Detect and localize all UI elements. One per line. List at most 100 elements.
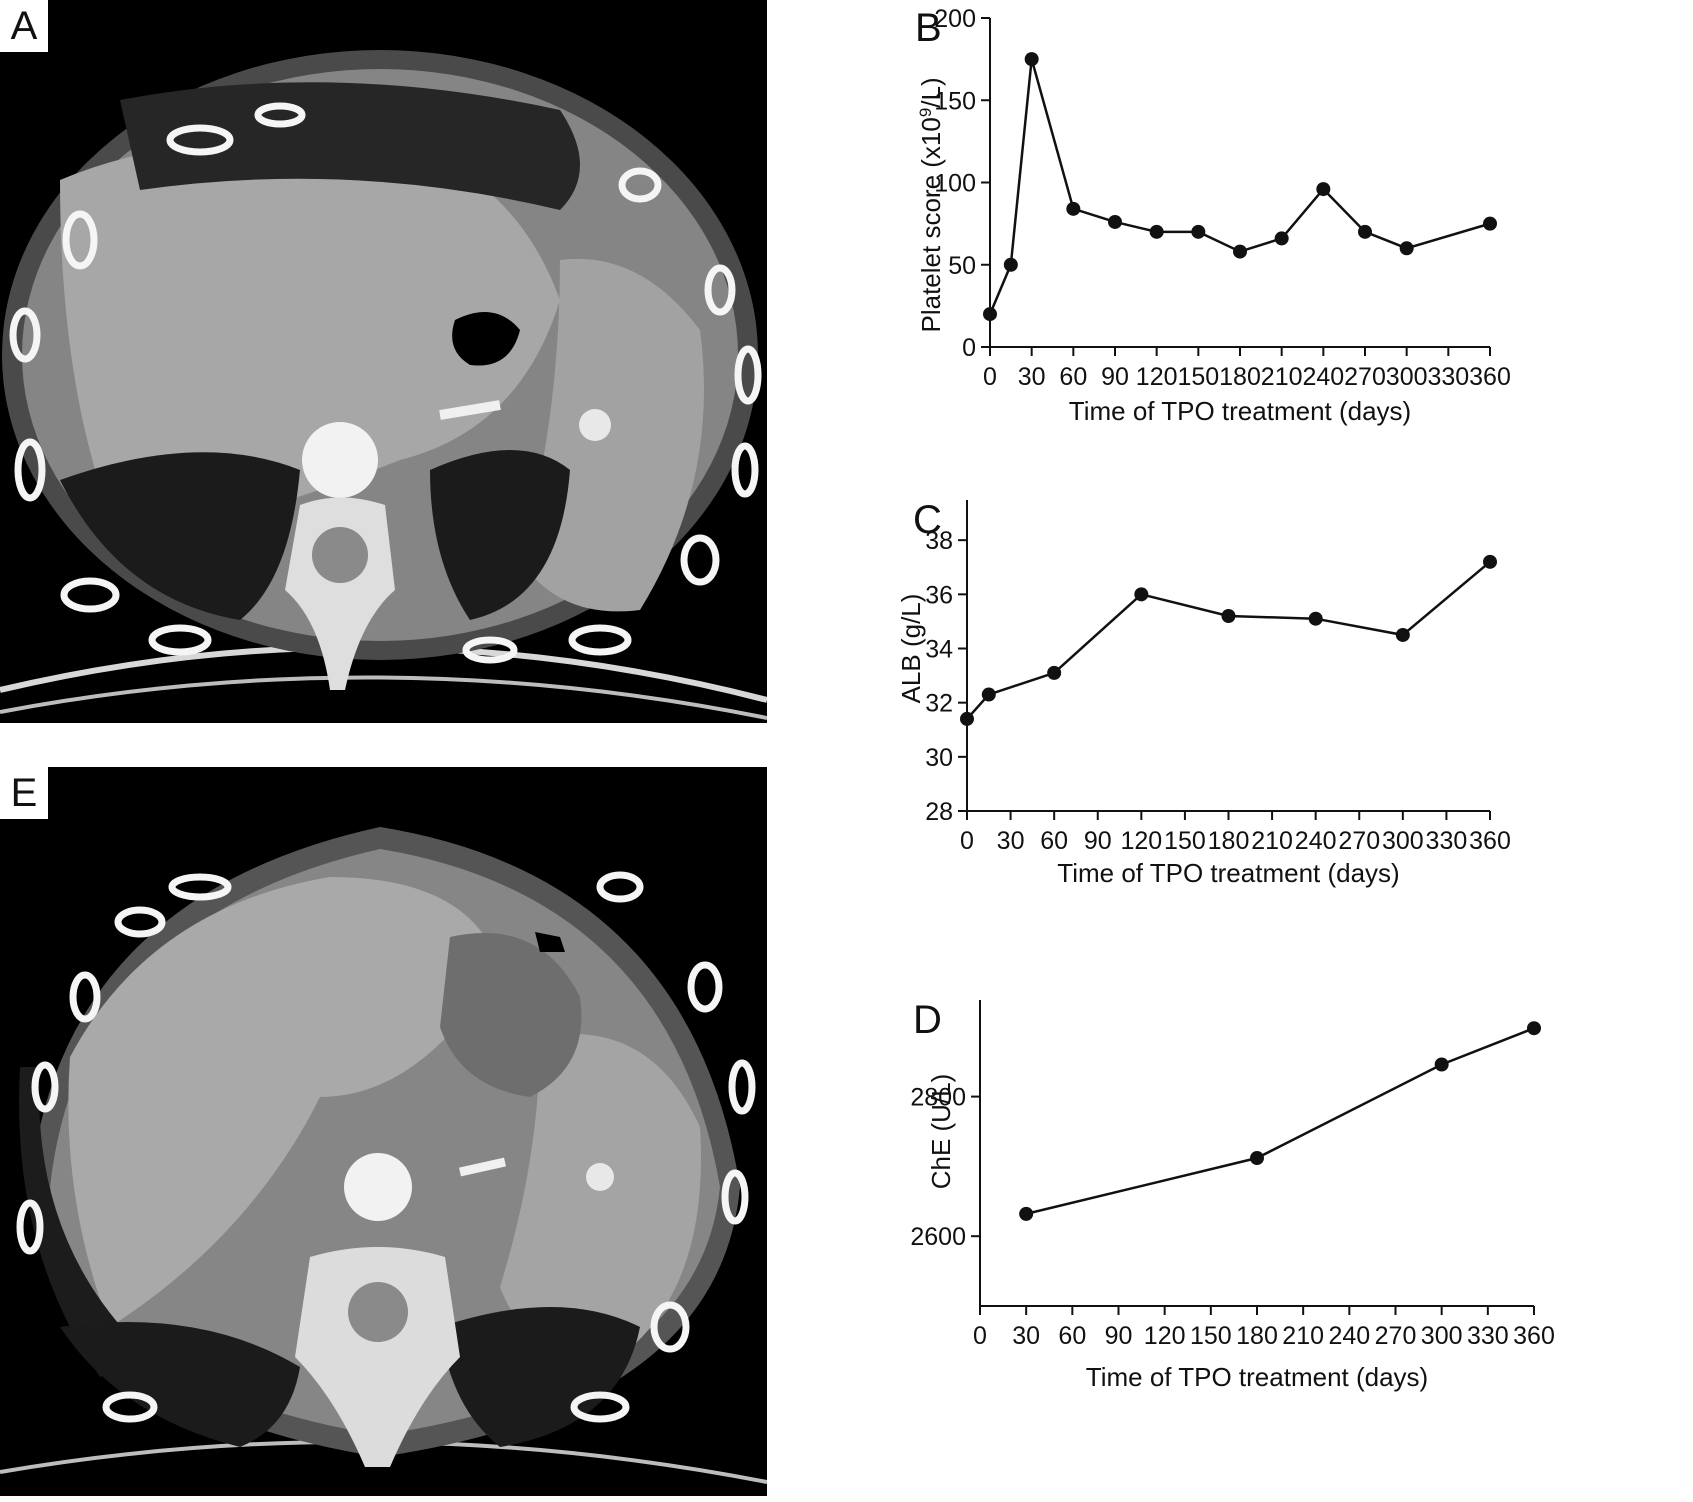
panel-label-e: E bbox=[0, 767, 48, 819]
x-tick-label: 0 bbox=[973, 1322, 987, 1350]
ct-image-a: A bbox=[0, 0, 767, 723]
x-tick-label: 60 bbox=[1040, 827, 1068, 855]
data-point bbox=[1483, 554, 1497, 569]
y-tick-label: 40 bbox=[925, 500, 953, 501]
data-point bbox=[1399, 241, 1414, 256]
ct-scan-illustration-a bbox=[0, 0, 767, 723]
x-axis-title: Time of TPO treatment (days) bbox=[1069, 396, 1411, 426]
x-tick-label: 240 bbox=[1328, 1322, 1370, 1350]
data-point bbox=[1316, 182, 1331, 197]
x-tick-label: 300 bbox=[1382, 827, 1424, 855]
y-axis-title-prefix: Platelet score (x10 bbox=[916, 117, 946, 332]
x-tick-label: 300 bbox=[1421, 1322, 1463, 1350]
panel-label-b: B bbox=[915, 6, 942, 50]
x-tick-label: 30 bbox=[1018, 363, 1046, 391]
series-line bbox=[988, 58, 1491, 315]
x-tick-label: 30 bbox=[1012, 1322, 1040, 1350]
platelet-score-chart: Platelet score (x109/L) Time of TPO trea… bbox=[916, 5, 1511, 426]
x-tick-label: 210 bbox=[1251, 827, 1293, 855]
panel-label-c: C bbox=[913, 498, 942, 542]
che-chart-panel: D ChE (U/L) Time of TPO treatment (days)… bbox=[900, 1000, 1690, 1500]
y-tick-label: 30 bbox=[925, 744, 953, 772]
ct-image-e: E bbox=[0, 767, 767, 1496]
x-tick-label: 180 bbox=[1236, 1322, 1278, 1350]
x-tick-label: 30 bbox=[997, 827, 1025, 855]
y-axis-title: ChE (U/L) bbox=[926, 1074, 956, 1190]
x-tick-label: 90 bbox=[1084, 827, 1112, 855]
y-axis-title: Platelet score (x109/L) bbox=[916, 77, 947, 332]
data-point bbox=[1221, 609, 1236, 623]
x-tick-label: 120 bbox=[1136, 363, 1178, 391]
y-tick-label: 2800 bbox=[910, 1084, 966, 1112]
data-point bbox=[1191, 224, 1206, 239]
alb-chart: ALB (g/L) Time of TPO treatment (days) 2… bbox=[900, 500, 1511, 888]
data-point bbox=[1483, 216, 1497, 231]
ct-scan-illustration-e bbox=[0, 767, 767, 1496]
data-point bbox=[1134, 587, 1149, 602]
y-axis-title: ALB (g/L) bbox=[900, 594, 926, 704]
y-tick-label: 38 bbox=[925, 527, 953, 555]
x-tick-label: 120 bbox=[1144, 1322, 1186, 1350]
data-point bbox=[981, 687, 996, 702]
y-tick-label: 50 bbox=[948, 252, 976, 280]
series-line bbox=[966, 560, 1491, 720]
data-point bbox=[1149, 224, 1164, 239]
x-tick-label: 60 bbox=[1059, 363, 1087, 391]
x-tick-label: 240 bbox=[1295, 827, 1337, 855]
y-tick-label: 100 bbox=[934, 170, 976, 198]
x-tick-label: 360 bbox=[1469, 363, 1511, 391]
x-axis-title: Time of TPO treatment (days) bbox=[1057, 858, 1399, 888]
x-tick-label: 330 bbox=[1426, 827, 1468, 855]
x-tick-label: 0 bbox=[960, 827, 974, 855]
x-tick-label: 180 bbox=[1208, 827, 1250, 855]
x-tick-label: 300 bbox=[1386, 363, 1428, 391]
data-point bbox=[1395, 627, 1410, 642]
data-point bbox=[1024, 52, 1039, 67]
y-axis-title-suffix: /L) bbox=[916, 77, 946, 107]
platelet-chart-panel: B Platelet score (x109/L) Time of TPO tr… bbox=[900, 0, 1690, 470]
data-point bbox=[1233, 244, 1247, 259]
x-axis-title: Time of TPO treatment (days) bbox=[1086, 1362, 1428, 1392]
data-point bbox=[1003, 257, 1018, 272]
data-point bbox=[960, 711, 974, 726]
data-point bbox=[1047, 665, 1062, 680]
data-point bbox=[1250, 1151, 1264, 1166]
x-tick-label: 150 bbox=[1164, 827, 1206, 855]
y-tick-label: 32 bbox=[925, 690, 953, 718]
x-tick-label: 210 bbox=[1261, 363, 1303, 391]
x-tick-label: 360 bbox=[1469, 827, 1511, 855]
data-point bbox=[1308, 611, 1323, 626]
data-point bbox=[1434, 1057, 1449, 1072]
data-point bbox=[1066, 201, 1081, 216]
y-tick-label: 34 bbox=[925, 636, 953, 664]
x-tick-label: 90 bbox=[1105, 1322, 1133, 1350]
x-tick-label: 0 bbox=[983, 363, 997, 391]
x-tick-label: 60 bbox=[1058, 1322, 1086, 1350]
x-tick-label: 180 bbox=[1219, 363, 1261, 391]
panel-label-a: A bbox=[0, 0, 48, 52]
data-point bbox=[1108, 214, 1122, 229]
alb-chart-panel: C ALB (g/L) Time of TPO treatment (days)… bbox=[900, 500, 1690, 990]
y-tick-label: 2600 bbox=[910, 1223, 966, 1251]
x-tick-label: 240 bbox=[1302, 363, 1344, 391]
x-tick-label: 330 bbox=[1467, 1322, 1509, 1350]
panel-label-d: D bbox=[913, 998, 942, 1042]
x-tick-label: 210 bbox=[1282, 1322, 1324, 1350]
che-chart: ChE (U/L) Time of TPO treatment (days) 2… bbox=[910, 1000, 1555, 1392]
data-point bbox=[1019, 1206, 1034, 1221]
y-axis-title-superscript: 9 bbox=[916, 108, 935, 117]
y-tick-label: 28 bbox=[925, 798, 953, 826]
data-point bbox=[1527, 1021, 1541, 1036]
y-tick-label: 200 bbox=[934, 5, 976, 33]
x-tick-label: 150 bbox=[1190, 1322, 1232, 1350]
data-point bbox=[1358, 224, 1372, 239]
x-tick-label: 120 bbox=[1120, 827, 1162, 855]
x-tick-label: 360 bbox=[1513, 1322, 1555, 1350]
x-tick-label: 330 bbox=[1427, 363, 1469, 391]
y-tick-label: 36 bbox=[925, 581, 953, 609]
x-tick-label: 270 bbox=[1375, 1322, 1417, 1350]
x-tick-label: 270 bbox=[1344, 363, 1386, 391]
x-tick-label: 270 bbox=[1338, 827, 1380, 855]
data-point bbox=[983, 307, 997, 322]
y-tick-label: 150 bbox=[934, 87, 976, 115]
